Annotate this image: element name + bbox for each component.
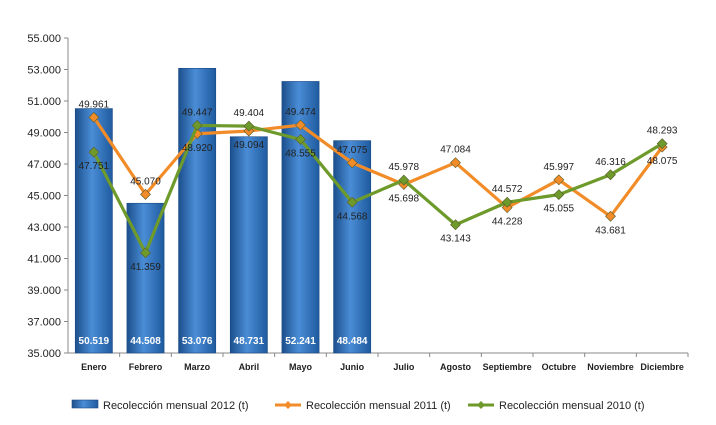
bar xyxy=(178,68,217,354)
x-tick-label: Junio xyxy=(340,362,365,372)
bar-value-label: 53.076 xyxy=(182,336,213,347)
y-tick-label: 49.000 xyxy=(27,128,61,140)
point-label: 49.447 xyxy=(182,107,213,118)
y-tick-label: 47.000 xyxy=(27,159,61,171)
x-tick-label: Julio xyxy=(393,362,415,372)
y-tick-label: 41.000 xyxy=(27,254,61,266)
axes: 35.000 37.000 39.000 41.000 43.000 45.000 47.0… xyxy=(27,33,689,372)
x-tick-label: Abril xyxy=(239,362,260,372)
data-labels: 50.519 44.508 53.076 48.731 52.241 48.484 49.9… xyxy=(79,99,678,347)
point-label: 48.555 xyxy=(285,149,316,160)
legend-label: Recolección mensual 2012 (t) xyxy=(103,400,249,412)
legend-swatch-bar xyxy=(71,399,99,409)
data-point xyxy=(450,219,461,231)
data-point xyxy=(140,247,151,259)
y-tick-label: 39.000 xyxy=(27,285,61,297)
y-tick-label: 51.000 xyxy=(27,96,61,108)
data-point xyxy=(501,196,513,208)
data-point xyxy=(140,188,151,200)
point-label: 45.698 xyxy=(389,194,420,205)
data-point xyxy=(295,134,306,145)
point-label: 43.681 xyxy=(595,225,626,236)
point-label: 46.316 xyxy=(595,157,626,168)
x-tick-label: Octubre xyxy=(542,362,577,372)
point-label: 41.359 xyxy=(130,262,161,273)
legend: Recolección mensual 2012 (t) Recolección … xyxy=(71,399,645,412)
point-label: 48.075 xyxy=(647,156,678,167)
point-label: 47.084 xyxy=(440,145,471,156)
legend-label: Recolección mensual 2011 (t) xyxy=(306,400,451,412)
x-tick-label: Agosto xyxy=(440,362,471,372)
bar-value-label: 48.731 xyxy=(234,336,265,347)
point-label: 47.075 xyxy=(337,145,368,156)
point-label: 48.920 xyxy=(182,143,213,154)
point-label: 49.474 xyxy=(285,107,316,118)
bar xyxy=(229,136,268,354)
point-label: 49.094 xyxy=(234,140,265,151)
bar-value-label: 44.508 xyxy=(130,336,161,347)
bar-value-label: 50.519 xyxy=(79,336,110,347)
legend-marker xyxy=(477,401,485,409)
x-tick-label: Septiembre xyxy=(483,362,532,372)
series-line xyxy=(92,123,663,255)
point-label: 44.568 xyxy=(337,211,368,222)
bar-series xyxy=(74,68,372,354)
point-label: 47.751 xyxy=(79,161,110,172)
data-point xyxy=(295,119,306,131)
point-label: 49.961 xyxy=(79,99,110,110)
point-label: 48.293 xyxy=(647,126,678,137)
data-point xyxy=(346,196,358,208)
point-label: 43.143 xyxy=(440,234,471,245)
data-point xyxy=(398,174,410,186)
point-label: 44.572 xyxy=(492,184,523,195)
data-point xyxy=(346,157,358,169)
data-point xyxy=(88,146,100,158)
data-point xyxy=(243,120,255,132)
data-point xyxy=(88,111,100,123)
legend-marker xyxy=(284,401,292,409)
y-tick-label: 37.000 xyxy=(27,317,61,329)
bar xyxy=(74,108,113,354)
y-tick-label: 43.000 xyxy=(27,222,61,234)
y-tick-label: 55.000 xyxy=(27,33,61,45)
x-tick-label: Febrero xyxy=(129,362,163,372)
x-tick-label: Diciembre xyxy=(640,362,684,372)
y-tick-label: 53.000 xyxy=(27,65,61,77)
data-point xyxy=(553,174,565,186)
bar-value-label: 48.484 xyxy=(337,336,368,347)
legend-label: Recolección mensual 2010 (t) xyxy=(499,400,645,412)
x-tick-label: Marzo xyxy=(184,362,211,372)
y-tick-label: 45.000 xyxy=(27,191,61,203)
data-point xyxy=(450,157,461,169)
point-label: 45.978 xyxy=(389,162,420,173)
point-label: 44.228 xyxy=(492,217,523,228)
point-label: 45.070 xyxy=(130,176,161,187)
x-tick-label: Mayo xyxy=(289,362,313,372)
y-tick-label: 35.000 xyxy=(27,348,61,360)
data-point xyxy=(605,210,616,222)
point-label: 49.404 xyxy=(234,108,265,119)
data-point xyxy=(553,189,565,201)
data-point xyxy=(191,120,203,131)
data-point xyxy=(605,169,616,181)
line-series xyxy=(88,111,668,259)
point-label: 45.055 xyxy=(544,204,575,215)
bar xyxy=(333,140,372,354)
point-label: 45.997 xyxy=(544,162,575,173)
x-tick-label: Noviembre xyxy=(587,362,634,372)
x-tick-label: Enero xyxy=(81,362,107,372)
bar-value-label: 52.241 xyxy=(285,336,316,347)
data-point xyxy=(656,138,668,150)
